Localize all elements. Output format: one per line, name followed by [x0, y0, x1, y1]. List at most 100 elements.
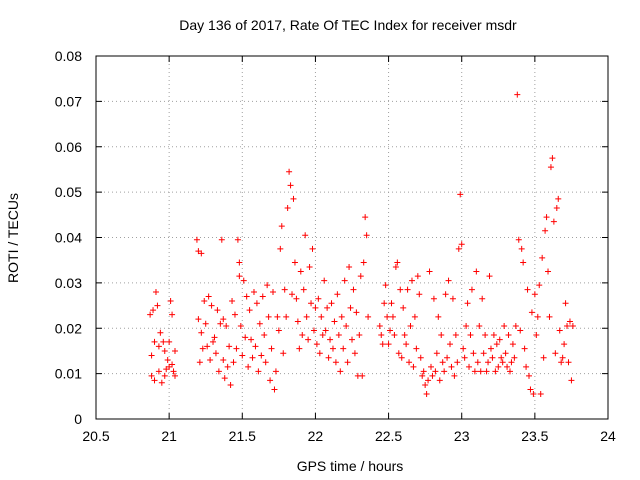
- x-tick-label: 23: [454, 428, 470, 444]
- data-point: [423, 391, 430, 398]
- data-point: [564, 322, 571, 329]
- data-point: [350, 286, 357, 293]
- data-point: [429, 372, 436, 379]
- data-point: [198, 250, 205, 257]
- x-tick-label: 22: [308, 428, 324, 444]
- data-point: [321, 277, 328, 284]
- data-point: [205, 293, 212, 300]
- data-point: [439, 359, 446, 366]
- data-point: [363, 232, 370, 239]
- data-point: [483, 368, 490, 375]
- data-point: [531, 291, 538, 298]
- grid-lines: [96, 56, 608, 419]
- data-point: [558, 359, 565, 366]
- data-point: [416, 291, 423, 298]
- data-point: [417, 354, 424, 361]
- data-point: [433, 350, 440, 357]
- data-point: [199, 345, 206, 352]
- data-point: [249, 354, 256, 361]
- data-point: [328, 300, 335, 307]
- data-point: [344, 359, 351, 366]
- data-point: [237, 322, 244, 329]
- data-point: [353, 309, 360, 316]
- data-point: [220, 357, 227, 364]
- data-point: [240, 277, 247, 284]
- data-point: [410, 363, 417, 370]
- data-point: [246, 307, 253, 314]
- data-point: [267, 377, 274, 384]
- data-point: [490, 332, 497, 339]
- data-point: [419, 372, 426, 379]
- y-tick-label: 0.07: [55, 93, 82, 109]
- data-point: [300, 286, 307, 293]
- data-point: [397, 286, 404, 293]
- data-point: [420, 368, 427, 375]
- data-point: [312, 304, 319, 311]
- data-point: [427, 363, 434, 370]
- data-point: [534, 313, 541, 320]
- data-point: [259, 293, 266, 300]
- data-point: [561, 341, 568, 348]
- data-point: [545, 268, 552, 275]
- data-point: [270, 288, 277, 295]
- data-point: [147, 311, 154, 318]
- data-point: [335, 332, 342, 339]
- data-point: [202, 320, 209, 327]
- x-tick-label: 24: [600, 428, 616, 444]
- data-point: [324, 304, 331, 311]
- data-point: [357, 273, 364, 280]
- data-point: [404, 286, 411, 293]
- data-point: [388, 300, 395, 307]
- data-point: [302, 232, 309, 239]
- data-point: [451, 372, 458, 379]
- data-point: [171, 347, 178, 354]
- data-point: [480, 350, 487, 357]
- data-point: [505, 332, 512, 339]
- data-point: [528, 309, 535, 316]
- data-point: [299, 332, 306, 339]
- data-point: [489, 354, 496, 361]
- data-point: [346, 263, 353, 270]
- data-point: [236, 259, 243, 266]
- data-point: [167, 298, 174, 305]
- data-point: [486, 273, 493, 280]
- data-point: [387, 327, 394, 334]
- data-point: [264, 282, 271, 289]
- data-point: [438, 332, 445, 339]
- data-point: [252, 343, 259, 350]
- data-point: [208, 302, 215, 309]
- data-point: [277, 245, 284, 252]
- data-point: [239, 352, 246, 359]
- data-point: [250, 288, 257, 295]
- data-point: [341, 277, 348, 284]
- data-point: [553, 205, 560, 212]
- data-point: [566, 318, 573, 325]
- data-point: [329, 345, 336, 352]
- data-point: [539, 254, 546, 261]
- chart-title: Day 136 of 2017, Rate Of TEC Index for r…: [179, 17, 517, 33]
- data-point: [332, 359, 339, 366]
- data-point: [274, 313, 281, 320]
- data-point: [151, 338, 158, 345]
- data-point: [255, 368, 262, 375]
- data-point: [436, 377, 443, 384]
- data-point: [392, 263, 399, 270]
- data-point: [340, 345, 347, 352]
- data-point: [308, 300, 315, 307]
- data-point: [161, 347, 168, 354]
- data-point: [150, 307, 157, 314]
- data-point: [444, 354, 451, 361]
- data-point: [343, 322, 350, 329]
- data-point: [496, 336, 503, 343]
- data-point: [521, 345, 528, 352]
- data-point: [454, 359, 461, 366]
- data-point: [365, 313, 372, 320]
- data-point: [347, 304, 354, 311]
- data-point: [536, 282, 543, 289]
- data-point: [166, 338, 173, 345]
- data-point: [289, 291, 296, 298]
- data-point: [524, 286, 531, 293]
- data-point: [448, 363, 455, 370]
- data-point: [210, 338, 217, 345]
- data-point: [400, 304, 407, 311]
